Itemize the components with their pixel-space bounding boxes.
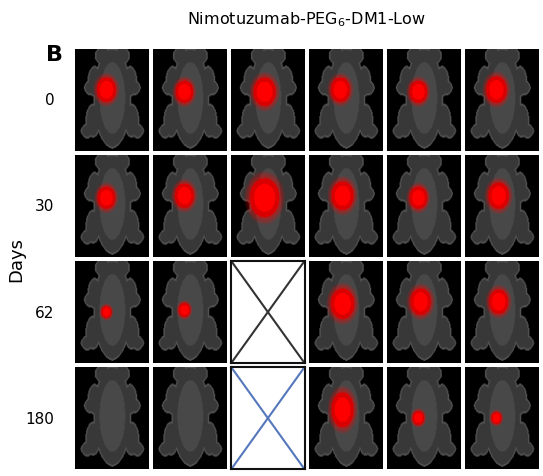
Text: Nimotuzumab-PEG$_6$-DM1-Low: Nimotuzumab-PEG$_6$-DM1-Low — [187, 10, 426, 29]
Text: Days: Days — [7, 237, 26, 282]
Text: 0: 0 — [45, 93, 54, 108]
Text: 30: 30 — [35, 199, 54, 214]
Text: B: B — [46, 45, 63, 65]
Text: 62: 62 — [35, 305, 54, 320]
Text: 180: 180 — [26, 411, 54, 426]
